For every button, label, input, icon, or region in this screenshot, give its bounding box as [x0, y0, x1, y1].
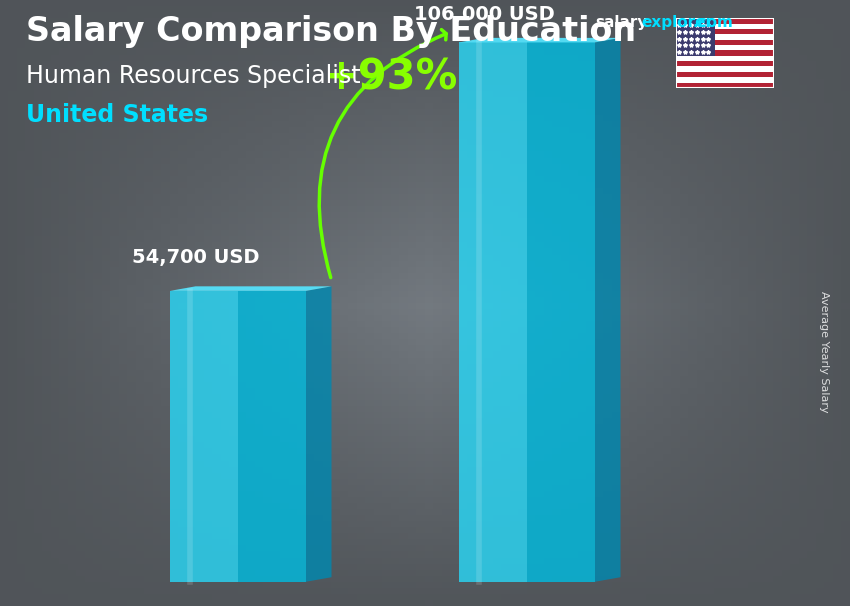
Polygon shape: [306, 287, 332, 582]
Polygon shape: [238, 291, 306, 582]
Bar: [676, 45, 774, 50]
Bar: [676, 67, 774, 72]
Bar: [676, 18, 774, 24]
Text: 106,000 USD: 106,000 USD: [414, 5, 555, 24]
Text: +93%: +93%: [324, 56, 458, 98]
Bar: [676, 35, 774, 39]
Bar: [676, 82, 774, 88]
Text: salary: salary: [595, 15, 648, 30]
Bar: [676, 39, 774, 45]
Bar: [676, 29, 774, 35]
Bar: [676, 77, 774, 82]
Bar: [676, 72, 774, 77]
Bar: [676, 61, 774, 67]
Text: explorer: explorer: [641, 15, 713, 30]
Polygon shape: [170, 291, 238, 582]
Polygon shape: [170, 287, 332, 291]
Polygon shape: [527, 42, 595, 582]
Polygon shape: [595, 38, 620, 582]
Bar: [676, 24, 774, 29]
Polygon shape: [459, 38, 620, 42]
Bar: [676, 56, 774, 61]
Bar: [676, 18, 715, 56]
Text: Average Yearly Salary: Average Yearly Salary: [819, 291, 829, 412]
Bar: [676, 50, 774, 56]
Polygon shape: [459, 42, 527, 582]
Text: 54,700 USD: 54,700 USD: [132, 248, 259, 267]
Text: United States: United States: [26, 103, 207, 127]
Text: Salary Comparison By Education: Salary Comparison By Education: [26, 15, 636, 48]
Text: .com: .com: [693, 15, 734, 30]
Text: Human Resources Specialist: Human Resources Specialist: [26, 64, 360, 88]
